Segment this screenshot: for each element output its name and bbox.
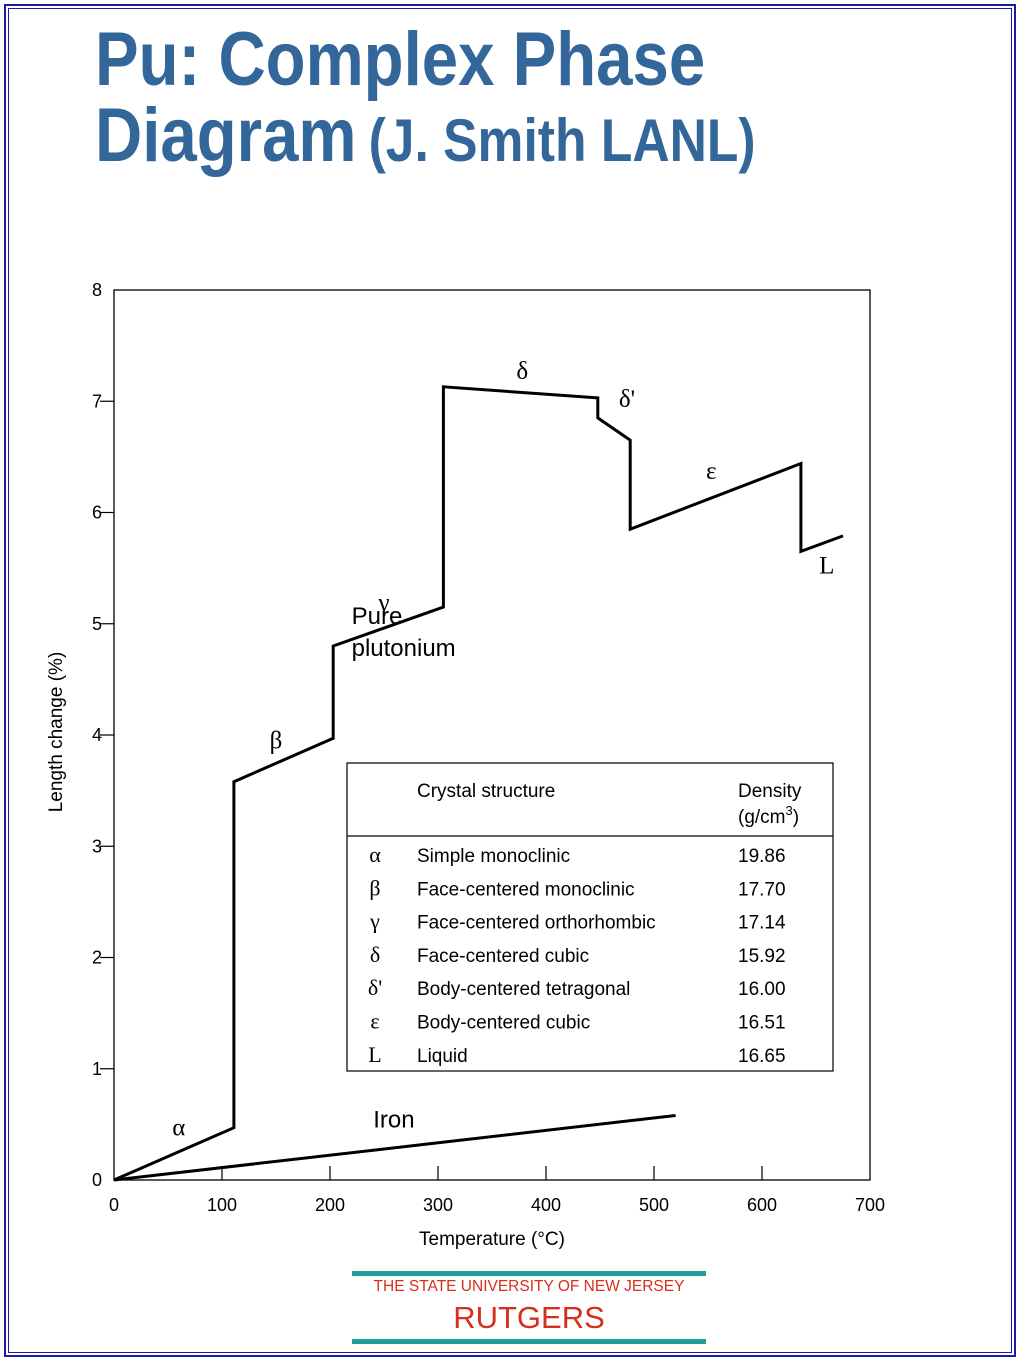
x-tick-label: 500 xyxy=(639,1195,669,1215)
phase-label: δ xyxy=(516,358,528,385)
table-rows: α Simple monoclinic 19.86 β Face-centered mo… xyxy=(368,842,786,1067)
table-phase-symbol: δ xyxy=(370,942,380,967)
table-density-cell: 16.51 xyxy=(738,1013,786,1034)
y-tick-label: 2 xyxy=(92,948,102,968)
table-phase-symbol: L xyxy=(368,1042,381,1067)
table-header-structure: Crystal structure xyxy=(417,781,555,802)
density-units-open: (g/cm xyxy=(738,807,786,828)
table-border xyxy=(346,762,834,1072)
table-density-cell: 17.70 xyxy=(738,879,786,900)
y-axis-label: Length change (%) xyxy=(46,652,67,813)
slide-title-line1: Pu: Complex Phase xyxy=(95,17,706,102)
phase-label: α xyxy=(172,1115,185,1142)
footer-bar-top xyxy=(352,1271,706,1276)
slide-title-credit: (J. Smith LANL) xyxy=(368,107,756,174)
phase-label: β xyxy=(270,727,283,754)
table-structure-cell: Face-centered cubic xyxy=(417,946,589,967)
x-tick-label: 0 xyxy=(109,1195,119,1215)
x-tick-label: 100 xyxy=(207,1195,237,1215)
table-phase-symbol: α xyxy=(369,842,381,867)
x-tick-label: 200 xyxy=(315,1195,345,1215)
phase-label: δ' xyxy=(619,386,635,413)
table-density-cell: 17.14 xyxy=(738,913,786,934)
slide-frame xyxy=(4,4,1016,1357)
table-structure-cell: Face-centered monoclinic xyxy=(417,879,635,900)
x-axis-label: Temperature (°C) xyxy=(419,1229,565,1250)
table-phase-symbol: β xyxy=(369,875,380,900)
series-lines xyxy=(113,385,844,1182)
x-tick-label: 300 xyxy=(423,1195,453,1215)
table-phase-symbol: γ xyxy=(369,909,380,934)
phase-label: L xyxy=(819,553,834,580)
table-phase-symbol: ε xyxy=(370,1009,379,1034)
y-tick-label: 4 xyxy=(92,725,102,745)
phase-label: γ xyxy=(377,589,389,616)
table-density-cell: 16.65 xyxy=(738,1046,786,1067)
y-tick-label: 8 xyxy=(92,280,102,300)
series-line-iron xyxy=(113,1114,676,1182)
series-labels: Pure plutonium Iron xyxy=(352,603,456,1134)
slide-title-line2: Diagram (J. Smith LANL) xyxy=(95,98,852,179)
x-tick-label: 700 xyxy=(855,1195,885,1215)
x-tick-label: 600 xyxy=(747,1195,777,1215)
y-tick-label: 1 xyxy=(92,1059,102,1079)
y-tick-label: 7 xyxy=(92,391,102,411)
table-structure-cell: Body-centered tetragonal xyxy=(417,979,630,1000)
series-label: plutonium xyxy=(352,635,456,662)
table-structure-cell: Simple monoclinic xyxy=(417,846,570,867)
table-structure-cell: Body-centered cubic xyxy=(417,1013,590,1034)
table-density-cell: 15.92 xyxy=(738,946,786,967)
slide-title: Pu: Complex Phase Diagram (J. Smith LANL) xyxy=(95,22,852,179)
series-line-pure-plutonium xyxy=(113,385,844,1182)
table-header-density-units: (g/cm3) xyxy=(738,803,799,828)
density-units-close: ) xyxy=(793,807,799,828)
y-tick-label: 3 xyxy=(92,836,102,856)
table-density-cell: 19.86 xyxy=(738,846,786,867)
footer-bar-bottom xyxy=(352,1339,706,1344)
crystal-structure-table: Crystal structure Density (g/cm3) α Simpl… xyxy=(346,762,834,1072)
y-tick-label: 6 xyxy=(92,503,102,523)
series-label: Iron xyxy=(373,1107,414,1134)
series-label: Pure xyxy=(352,603,403,630)
footer-rutgers: RUTGERS xyxy=(453,1300,605,1335)
y-tick-label: 5 xyxy=(92,614,102,634)
axis-ticks: 0 100 200 300 400 500 600 700 0 1 2 3 4 5 6 7 8 xyxy=(92,280,885,1215)
table-header-density: Density xyxy=(738,781,802,802)
footer-university: THE STATE UNIVERSITY OF NEW JERSEY xyxy=(373,1278,685,1295)
table-structure-cell: Liquid xyxy=(417,1046,468,1067)
y-tick-label: 0 xyxy=(92,1170,102,1190)
slide-title-main: Diagram xyxy=(95,93,357,178)
table-phase-symbol: δ' xyxy=(368,975,382,1000)
density-units-sup: 3 xyxy=(786,803,793,818)
table-structure-cell: Face-centered orthorhombic xyxy=(417,913,656,934)
x-tick-label: 400 xyxy=(531,1195,561,1215)
phase-label: ε xyxy=(706,458,717,485)
table-density-cell: 16.00 xyxy=(738,979,786,1000)
